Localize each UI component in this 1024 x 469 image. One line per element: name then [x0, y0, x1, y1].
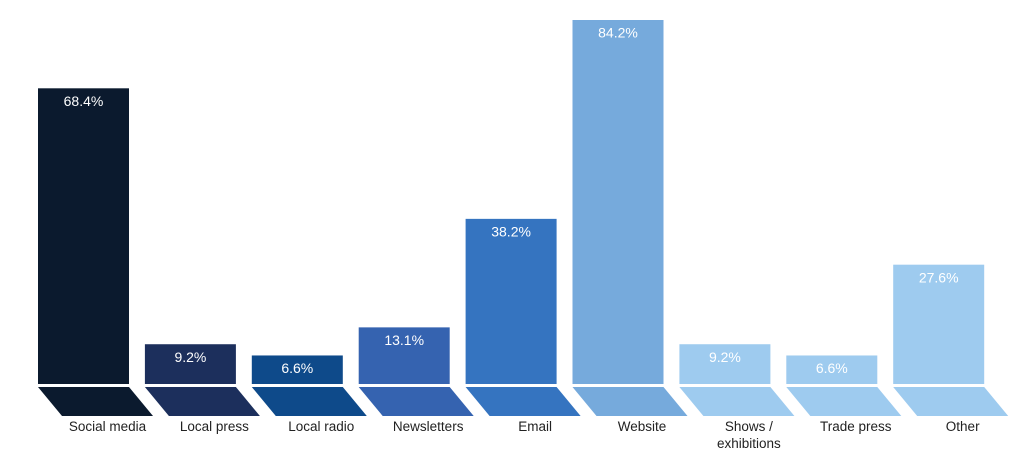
value-label: 9.2% [174, 349, 206, 365]
bar-base [786, 387, 902, 416]
value-label: 27.6% [919, 269, 959, 285]
bar-base [679, 387, 795, 416]
bar-base [251, 387, 367, 416]
value-label: 38.2% [491, 224, 531, 240]
bar [358, 327, 450, 384]
x-tick-label: Trade press [820, 419, 892, 434]
bar [679, 344, 771, 384]
x-tick-label: Social media [68, 419, 147, 434]
x-tick-label: Shows / exhibitions [716, 419, 781, 451]
bar [893, 264, 985, 384]
bar [251, 355, 343, 384]
value-label: 13.1% [384, 332, 424, 348]
bar-base [465, 387, 581, 416]
bar-base [893, 387, 1009, 416]
x-tick-label: Newsletters [392, 419, 464, 434]
bar [38, 88, 129, 384]
value-label: 6.6% [281, 360, 313, 376]
bar [572, 20, 664, 384]
x-tick-label: Local press [179, 419, 249, 434]
value-label: 9.2% [709, 349, 741, 365]
value-label: 68.4% [64, 93, 104, 109]
x-tick-label: Other [945, 419, 980, 434]
value-label: 6.6% [816, 360, 848, 376]
value-label: 84.2% [598, 25, 638, 41]
x-tick-label: Email [518, 419, 552, 434]
bar [144, 344, 236, 384]
bar-base [144, 387, 260, 416]
bar [786, 355, 878, 384]
bar-base [358, 387, 474, 416]
x-tick-label: Website [617, 419, 667, 434]
bar-base [38, 387, 153, 416]
x-tick-label: Local radio [288, 419, 355, 434]
bar [465, 218, 557, 384]
bar-base [572, 387, 688, 416]
